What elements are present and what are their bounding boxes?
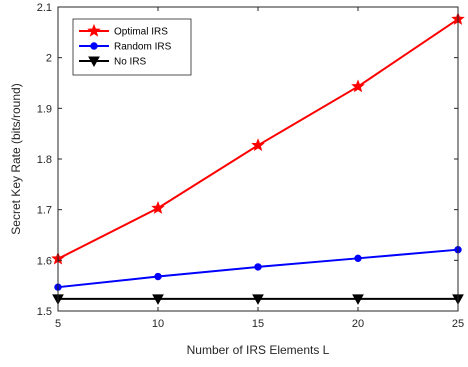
legend-label: Random IRS [114,42,172,53]
legend-label: Optimal IRS [114,27,168,38]
y-tick-label: 1.7 [37,205,52,217]
data-point [354,254,362,263]
x-tick-label: 15 [252,318,264,330]
y-tick-label: 2.1 [37,2,52,14]
y-tick-label: 1.6 [37,255,52,267]
y-tick-label: 1.5 [37,306,52,318]
x-tick-label: 25 [452,318,464,330]
data-point [152,294,164,305]
legend-marker [87,23,101,37]
y-tick-label: 1.8 [37,154,52,166]
legend-item: No IRS [79,56,147,68]
data-point [252,294,264,305]
legend-marker [88,56,100,68]
legend: Optimal IRS Random IRS No IRS [72,18,192,76]
legend-item: Optimal IRS [79,23,168,38]
data-point [251,138,265,152]
legend-marker [90,42,98,50]
data-point [151,201,165,214]
x-axis-title: Number of IRS Elements L [187,343,330,357]
data-point [154,272,162,281]
series-circle [54,245,462,291]
x-tick-label: 10 [152,318,164,330]
y-axis-title: Secret Key Rate (bits/round) [9,83,23,234]
data-point [254,263,262,271]
x-tick-label: 5 [55,318,61,330]
y-tick-label: 1.9 [37,103,52,115]
y-tick-label: 2 [46,53,52,65]
legend-item: Random IRS [79,42,172,53]
ticks-layer: 5 10 15 20 25 1.5 1.6 1.7 1.8 1.9 2 2.1 [37,2,464,330]
x-tick-label: 20 [352,318,364,330]
data-point [352,294,364,305]
series-layer [51,12,465,305]
data-point [351,79,365,93]
legend-label: No IRS [114,57,147,68]
